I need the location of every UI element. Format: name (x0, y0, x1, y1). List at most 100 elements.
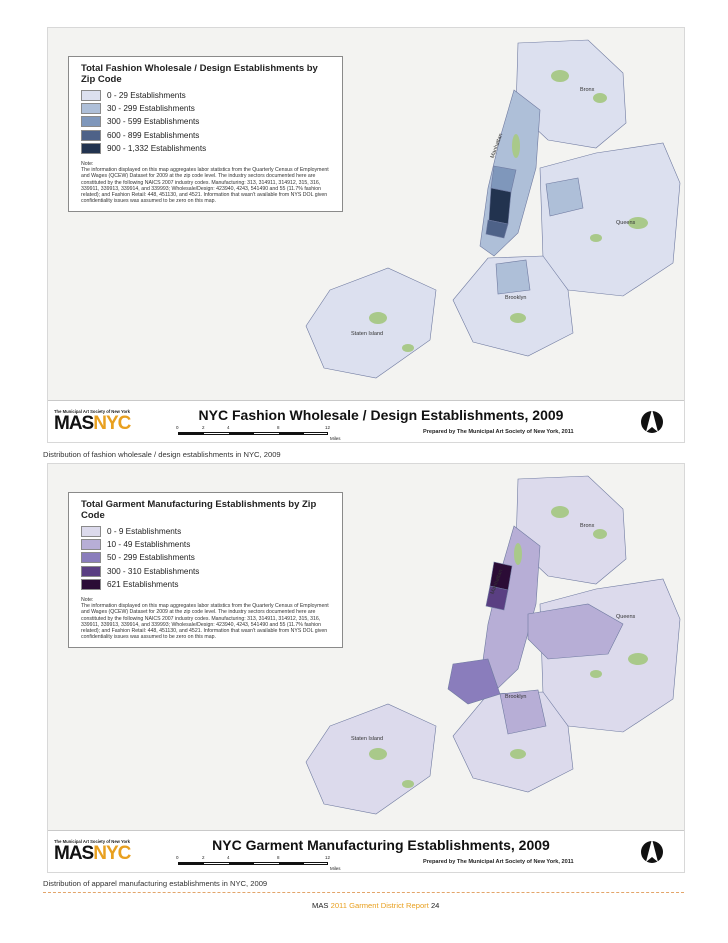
queens-landmass (539, 142, 681, 297)
legend-item: 621 Establishments (81, 578, 332, 591)
logo-part-nyc: NYC (93, 413, 131, 434)
legend-label: 50 - 299 Establishments (107, 553, 195, 563)
page-footer: MAS 2011 Garment District Report 24 (312, 901, 439, 910)
queens-mid-zip (527, 603, 624, 660)
footer-org: MAS (312, 901, 329, 910)
map-legend: Total Fashion Wholesale / Design Establi… (68, 56, 343, 212)
scale-tick: 0 (176, 425, 179, 430)
park (369, 312, 387, 324)
map-legend: Total Garment Manufacturing Establishmen… (68, 492, 343, 648)
legend-swatch (81, 552, 101, 564)
legend-swatch (81, 578, 101, 590)
scale-tick: 12 (325, 425, 331, 430)
bronx-label: Bronx (580, 523, 595, 529)
legend-item: 50 - 299 Establishments (81, 551, 332, 564)
legend-item: 30 - 299 Establishments (81, 102, 332, 115)
logo-wordmark: MASNYC (54, 844, 138, 864)
park (551, 70, 569, 82)
legend-note-text: The information displayed on this map ag… (81, 166, 329, 205)
legend-swatch (81, 129, 101, 141)
legend-item: 0 - 29 Establishments (81, 89, 332, 102)
chelsea-zip (485, 219, 509, 239)
legend-label: 10 - 49 Establishments (107, 540, 191, 550)
scale-bar-graphic (178, 432, 328, 435)
park (402, 344, 414, 352)
park (590, 234, 602, 242)
map-area: Bronx Manhattan Queens Brooklyn Staten I… (48, 464, 684, 834)
scale-tick: 4 (227, 855, 230, 860)
logo-part-nyc: NYC (93, 843, 131, 864)
legend-label: 0 - 9 Establishments (107, 527, 182, 537)
legend-item: 300 - 599 Establishments (81, 115, 332, 128)
nyc-zip-code-map (305, 39, 681, 379)
queens-label: Queens (616, 220, 636, 226)
park (514, 543, 522, 565)
park (628, 653, 648, 665)
legend-swatch (81, 103, 101, 115)
staten-island-label: Staten Island (351, 331, 384, 337)
brooklyn-landmass (452, 255, 574, 357)
park (551, 506, 569, 518)
brooklyn-light-zip (495, 259, 531, 295)
scale-tick: 4 (227, 425, 230, 430)
park (402, 780, 414, 788)
legend-note-text: The information displayed on this map ag… (81, 602, 329, 641)
logo-org-name: The Municipal Art Society of New York (54, 839, 131, 844)
park (512, 134, 520, 158)
park (369, 748, 387, 760)
staten-island-label: Staten Island (351, 736, 384, 742)
footer-divider (43, 892, 684, 893)
scale-tick: 8 (277, 425, 280, 430)
park (590, 670, 602, 678)
mas-nyc-logo: The Municipal Art Society of New York MA… (54, 409, 138, 434)
scale-unit: Miles (330, 436, 341, 441)
logo-part-mas: MAS (54, 413, 94, 434)
map-figure-garment-manufacturing: Bronx Manhattan Queens Brooklyn Staten I… (47, 463, 685, 873)
legend-note-label: Note: (81, 160, 94, 167)
scale-tick: 8 (277, 855, 280, 860)
legend-item: 300 - 310 Establishments (81, 565, 332, 578)
north-arrow-icon (641, 839, 663, 863)
nyc-zip-code-map (305, 475, 681, 815)
legend-swatch (81, 565, 101, 577)
legend-title: Total Fashion Wholesale / Design Establi… (81, 63, 318, 85)
legend-item: 10 - 49 Establishments (81, 538, 332, 551)
park (593, 93, 607, 103)
scale-tick: 2 (202, 425, 205, 430)
map-title-block: The Municipal Art Society of New York MA… (48, 830, 684, 872)
scale-tick: 2 (202, 855, 205, 860)
scale-tick: 0 (176, 855, 179, 860)
queens-light-zip (545, 177, 584, 217)
scale-unit: Miles (330, 866, 341, 871)
map-title: NYC Fashion Wholesale / Design Establish… (198, 407, 564, 423)
footer-report-title: Garment District Report (349, 901, 429, 910)
north-arrow-icon (641, 409, 663, 433)
garment-district-zip (488, 187, 512, 225)
park (593, 529, 607, 539)
legend-swatch (81, 539, 101, 551)
legend-label: 621 Establishments (107, 579, 179, 589)
map-title: NYC Garment Manufacturing Establishments… (212, 837, 550, 853)
bronx-label: Bronx (580, 87, 595, 93)
midtown-zip (485, 585, 509, 611)
scale-bar: 0 2 4 8 12 Miles (176, 425, 348, 442)
legend-label: 900 - 1,332 Establishments (107, 143, 207, 153)
map-credit: Prepared by The Municipal Art Society of… (423, 859, 574, 865)
legend-label: 0 - 29 Establishments (107, 91, 186, 101)
brooklyn-mid-zip (447, 658, 501, 705)
figure-caption: Distribution of fashion wholesale / desi… (43, 450, 281, 459)
legend-label: 300 - 310 Establishments (107, 566, 200, 576)
legend-title: Total Garment Manufacturing Establishmen… (81, 499, 317, 521)
scale-bar: 0 2 4 8 12 Miles (176, 855, 348, 872)
brooklyn-label: Brooklyn (505, 694, 527, 700)
legend-item: 900 - 1,332 Establishments (81, 142, 332, 155)
logo-part-mas: MAS (54, 843, 94, 864)
staten-island-landmass (305, 267, 437, 379)
brooklyn-label: Brooklyn (505, 295, 527, 301)
legend-swatch (81, 90, 101, 102)
queens-label: Queens (616, 614, 636, 620)
legend-swatch (81, 142, 101, 154)
logo-wordmark: MASNYC (54, 414, 138, 434)
scale-bar-graphic (178, 862, 328, 865)
footer-year: 2011 (330, 901, 347, 910)
